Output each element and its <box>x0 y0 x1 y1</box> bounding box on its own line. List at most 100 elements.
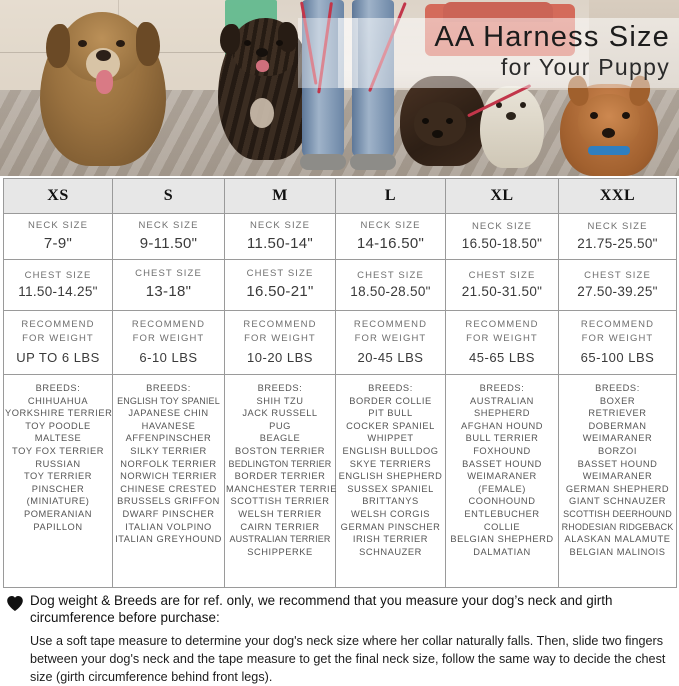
breed-item: Boxer <box>599 395 636 406</box>
neck-cell-xl: NECK SIZE 16.50-18.50" <box>445 213 559 260</box>
weight-cell-xl: RECOMMEND FOR WEIGHT 45-65 LBS <box>445 310 559 375</box>
breeds-label: BREEDS: <box>368 383 413 393</box>
breed-item: Welsh Corgis <box>351 508 430 519</box>
dog-brindle-large <box>218 18 314 160</box>
recommend-label: RECOMMEND <box>243 318 317 330</box>
breed-item: Pit Bull <box>368 408 413 419</box>
breed-item: Shih Tzu <box>256 395 304 406</box>
breeds-label: BREEDS: <box>595 383 640 393</box>
breed-item: Bull Terrier <box>465 433 539 444</box>
neck-size-label: NECK SIZE <box>138 219 199 231</box>
breeds-cell-s: BREEDS: English Toy Spaniel Japanese Chin H… <box>112 374 225 588</box>
breed-item: Jack Russell <box>242 408 318 419</box>
for-weight-label: FOR WEIGHT <box>466 333 538 345</box>
size-header-xs: XS <box>3 178 113 214</box>
weight-value: UP TO 6 LBS <box>16 349 100 365</box>
breed-item: Toy Terrier <box>23 471 93 482</box>
chest-size-value: 21.50-31.50" <box>461 284 543 300</box>
breeds-label: BREEDS: <box>257 383 303 393</box>
for-weight-label: FOR WEIGHT <box>244 333 316 345</box>
recommend-label: RECOMMEND <box>131 318 206 330</box>
breed-item: Weimaraner <box>582 433 653 444</box>
dog-white-terrier <box>480 86 544 168</box>
neck-size-label: NECK SIZE <box>249 219 311 231</box>
title-haze <box>338 18 679 88</box>
neck-size-value: 9-11.50" <box>139 234 198 252</box>
breed-item: Weimaraner <box>582 471 653 482</box>
neck-size-label: NECK SIZE <box>360 219 421 231</box>
breed-item: Maltese <box>34 433 82 444</box>
size-label: L <box>384 187 397 204</box>
breed-item: Scottish Terrier <box>230 496 330 507</box>
heart-icon <box>7 596 23 611</box>
dog-dachshund <box>400 76 486 166</box>
breed-item: Italian Volpino <box>125 521 212 532</box>
breeds-cell-xl: BREEDS: Australian Shepherd Afghan Hound Bul… <box>445 374 559 588</box>
neck-cell-xs: NECK SIZE 7-9" <box>3 213 113 260</box>
chest-size-label: CHEST SIZE <box>584 269 651 281</box>
breed-item: Japanese Chin <box>128 408 209 419</box>
neck-size-value: 16.50-18.50" <box>461 235 543 251</box>
weight-value: 65-100 LBS <box>580 349 655 365</box>
breed-item: English Bulldog <box>342 445 439 456</box>
weight-value: 6-10 LBS <box>139 349 198 365</box>
size-label: M <box>272 187 288 204</box>
breed-item: Belgian Malinois <box>569 546 666 557</box>
neck-size-label: NECK SIZE <box>587 221 648 232</box>
breed-item: Cairn Terrier <box>240 521 320 532</box>
breed-item: Toy Poodle <box>25 420 91 431</box>
breed-list-m: BREEDS: Shih Tzu Jack Russell Pug Beagle Bost… <box>225 382 337 558</box>
breed-item: Pinscher <box>31 483 85 494</box>
chest-cell-l: CHEST SIZE 18.50-28.50" <box>335 259 446 311</box>
breed-item: Entlebucher <box>464 508 540 519</box>
recommend-label: RECOMMEND <box>465 318 539 330</box>
hero-title-block: AA Harness Size for Your Puppy <box>352 22 670 82</box>
breed-item: German Pinscher <box>340 521 441 532</box>
breed-item: Bedlington Terrier <box>228 458 332 469</box>
neck-size-label: NECK SIZE <box>471 221 533 232</box>
size-label: S <box>163 187 174 204</box>
weight-value: 45-65 LBS <box>469 349 535 365</box>
breed-list-xl: BREEDS: Australian Shepherd Afghan Hound Bul… <box>446 382 558 558</box>
breed-item: Afghan Hound <box>460 420 543 431</box>
breed-item: Dwarf Pinscher <box>122 508 215 519</box>
breeds-label: BREEDS: <box>146 383 191 393</box>
breed-item: Australian Terrier <box>229 534 331 545</box>
chest-size-label: CHEST SIZE <box>468 269 536 281</box>
breed-item: Shepherd <box>473 408 531 419</box>
breed-item: Belgian Shepherd <box>450 534 554 545</box>
breed-item: (Female) <box>478 483 526 494</box>
hero-photo: AA Harness Size for Your Puppy <box>0 0 679 176</box>
footer-note: Dog weight & Breeds are for ref. only, w… <box>0 592 679 686</box>
breed-item: Coonhound <box>468 496 536 507</box>
breed-item: Yorkshire Terrier <box>5 408 113 419</box>
breed-item: Manchester Terrie <box>226 483 337 494</box>
breed-item: Basset Hound <box>462 458 542 469</box>
breed-item: Australian <box>470 395 534 406</box>
footer-body: Use a soft tape measure to determine you… <box>30 634 666 684</box>
breed-item: Giant Schnauzer <box>569 496 666 507</box>
breed-item: Italian Greyhound <box>115 534 222 545</box>
breeds-label: BREEDS: <box>35 383 81 393</box>
breed-item: English Toy Spaniel <box>117 395 220 406</box>
for-weight-label: FOR WEIGHT <box>354 333 427 345</box>
breed-item: Papillon <box>33 521 83 532</box>
breed-item: Chihuahua <box>27 395 89 406</box>
breed-item: Cocker Spaniel <box>346 420 435 431</box>
breed-item: (Miniature) <box>26 496 90 507</box>
weight-cell-s: RECOMMEND FOR WEIGHT 6-10 LBS <box>112 310 225 375</box>
chest-size-label: CHEST SIZE <box>246 268 314 280</box>
breed-item: Toy Fox Terrier <box>12 445 104 456</box>
table-header-row: XS S M L XL XXL <box>3 178 677 214</box>
neck-cell-xxl: NECK SIZE 21.75-25.50" <box>558 213 677 260</box>
neck-size-value: 7-9" <box>43 234 73 252</box>
breed-item: Doberman <box>588 420 647 431</box>
chest-size-value: 18.50-28.50" <box>350 284 431 300</box>
weight-cell-xs: RECOMMEND FOR WEIGHT UP TO 6 LBS <box>3 310 113 375</box>
recommend-label: RECOMMEND <box>580 318 655 330</box>
breed-item: Beagle <box>259 433 301 444</box>
breed-item: Russian <box>35 458 81 469</box>
chest-cell-xxl: CHEST SIZE 27.50-39.25" <box>558 259 677 311</box>
neck-size-label: NECK SIZE <box>27 219 89 231</box>
